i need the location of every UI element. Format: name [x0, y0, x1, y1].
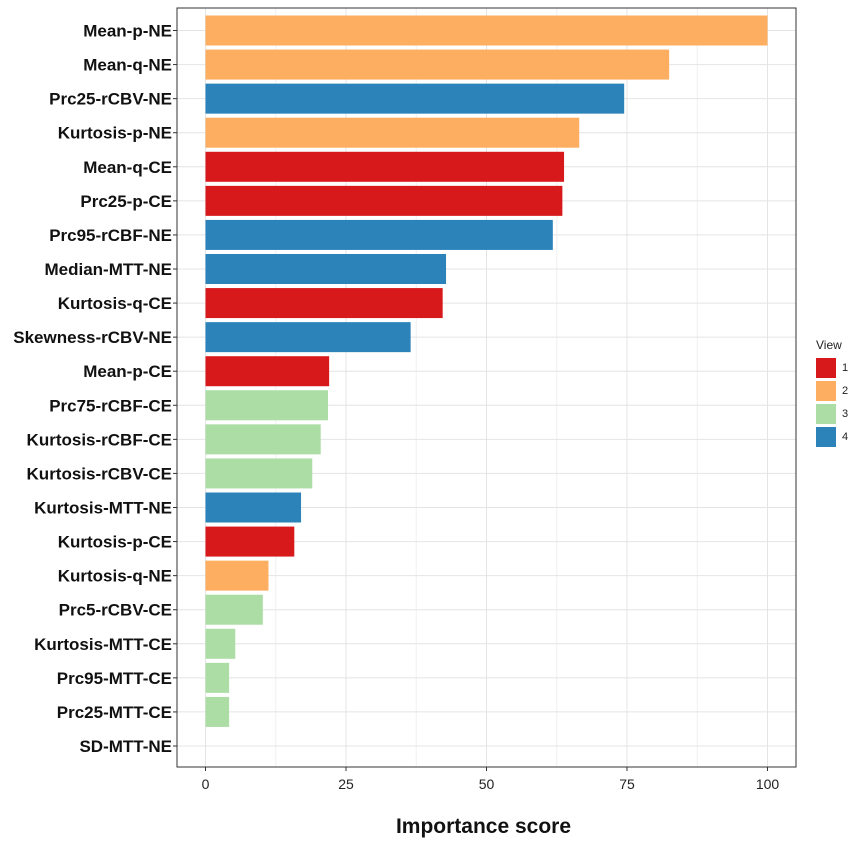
x-tick-label: 100 — [756, 776, 780, 792]
bar — [205, 458, 313, 489]
bar — [205, 390, 329, 421]
bar — [205, 560, 269, 591]
legend-item: 1 — [816, 356, 854, 379]
bar — [205, 185, 563, 216]
legend-swatch — [816, 357, 836, 378]
bar — [205, 424, 321, 455]
y-tick-label: Kurtosis-MTT-NE — [34, 499, 172, 518]
bar — [205, 492, 302, 523]
legend-item: 4 — [816, 425, 854, 448]
legend-title: View — [816, 338, 842, 352]
legend-label: 3 — [842, 407, 849, 420]
y-tick-label: Kurtosis-rCBF-CE — [27, 430, 172, 449]
bar — [205, 117, 580, 148]
x-tick-label: 25 — [338, 776, 354, 792]
x-tick-label: 75 — [619, 776, 635, 792]
y-tick-label: Skewness-rCBV-NE — [13, 328, 172, 347]
legend: View 1 2 3 4 — [816, 338, 854, 448]
bar — [205, 49, 670, 80]
legend-label: 2 — [842, 384, 849, 397]
x-axis-title: Importance score — [396, 815, 571, 838]
bar — [205, 15, 768, 46]
y-tick-label: Prc25-p-CE — [80, 192, 172, 211]
legend-swatch — [816, 380, 836, 401]
bar — [205, 288, 443, 319]
y-tick-label: Mean-q-CE — [83, 158, 172, 177]
legend-swatch — [816, 403, 836, 424]
legend-item: 3 — [816, 402, 854, 425]
bar — [205, 696, 230, 727]
x-tick-label: 50 — [479, 776, 495, 792]
y-tick-label: Prc95-rCBF-NE — [49, 226, 172, 245]
y-tick-label: Kurtosis-rCBV-CE — [27, 464, 172, 483]
bar — [205, 662, 230, 693]
y-tick-label: Kurtosis-q-CE — [58, 294, 172, 313]
y-tick-label: Prc95-MTT-CE — [57, 669, 172, 688]
y-tick-label: Prc5-rCBV-CE — [59, 601, 172, 620]
bar — [205, 151, 565, 182]
y-tick-label: Mean-q-NE — [83, 56, 172, 75]
y-tick-label: Kurtosis-p-NE — [58, 124, 172, 143]
y-tick-label: Prc25-rCBV-NE — [49, 90, 172, 109]
bar — [205, 594, 263, 625]
y-tick-label: Median-MTT-NE — [45, 260, 173, 279]
bar — [205, 219, 553, 250]
legend-label: 4 — [842, 430, 849, 443]
y-tick-label: Kurtosis-q-NE — [58, 567, 172, 586]
x-tick-label: 0 — [202, 776, 210, 792]
bar — [205, 322, 411, 353]
bar — [205, 526, 295, 557]
bar — [205, 254, 447, 284]
y-tick-label: Kurtosis-MTT-CE — [34, 635, 172, 654]
bar — [205, 628, 236, 659]
y-tick-label: Mean-p-CE — [83, 362, 172, 381]
bar — [205, 83, 625, 114]
legend-item: 2 — [816, 379, 854, 402]
bar — [205, 356, 330, 387]
legend-swatch — [816, 426, 836, 447]
y-tick-label: Prc25-MTT-CE — [57, 703, 172, 722]
y-tick-label: Mean-p-NE — [83, 22, 172, 41]
legend-label: 1 — [842, 361, 849, 374]
y-tick-label: Kurtosis-p-CE — [58, 533, 172, 552]
y-tick-label: Prc75-rCBF-CE — [49, 396, 172, 415]
y-tick-label: SD-MTT-NE — [79, 737, 172, 756]
